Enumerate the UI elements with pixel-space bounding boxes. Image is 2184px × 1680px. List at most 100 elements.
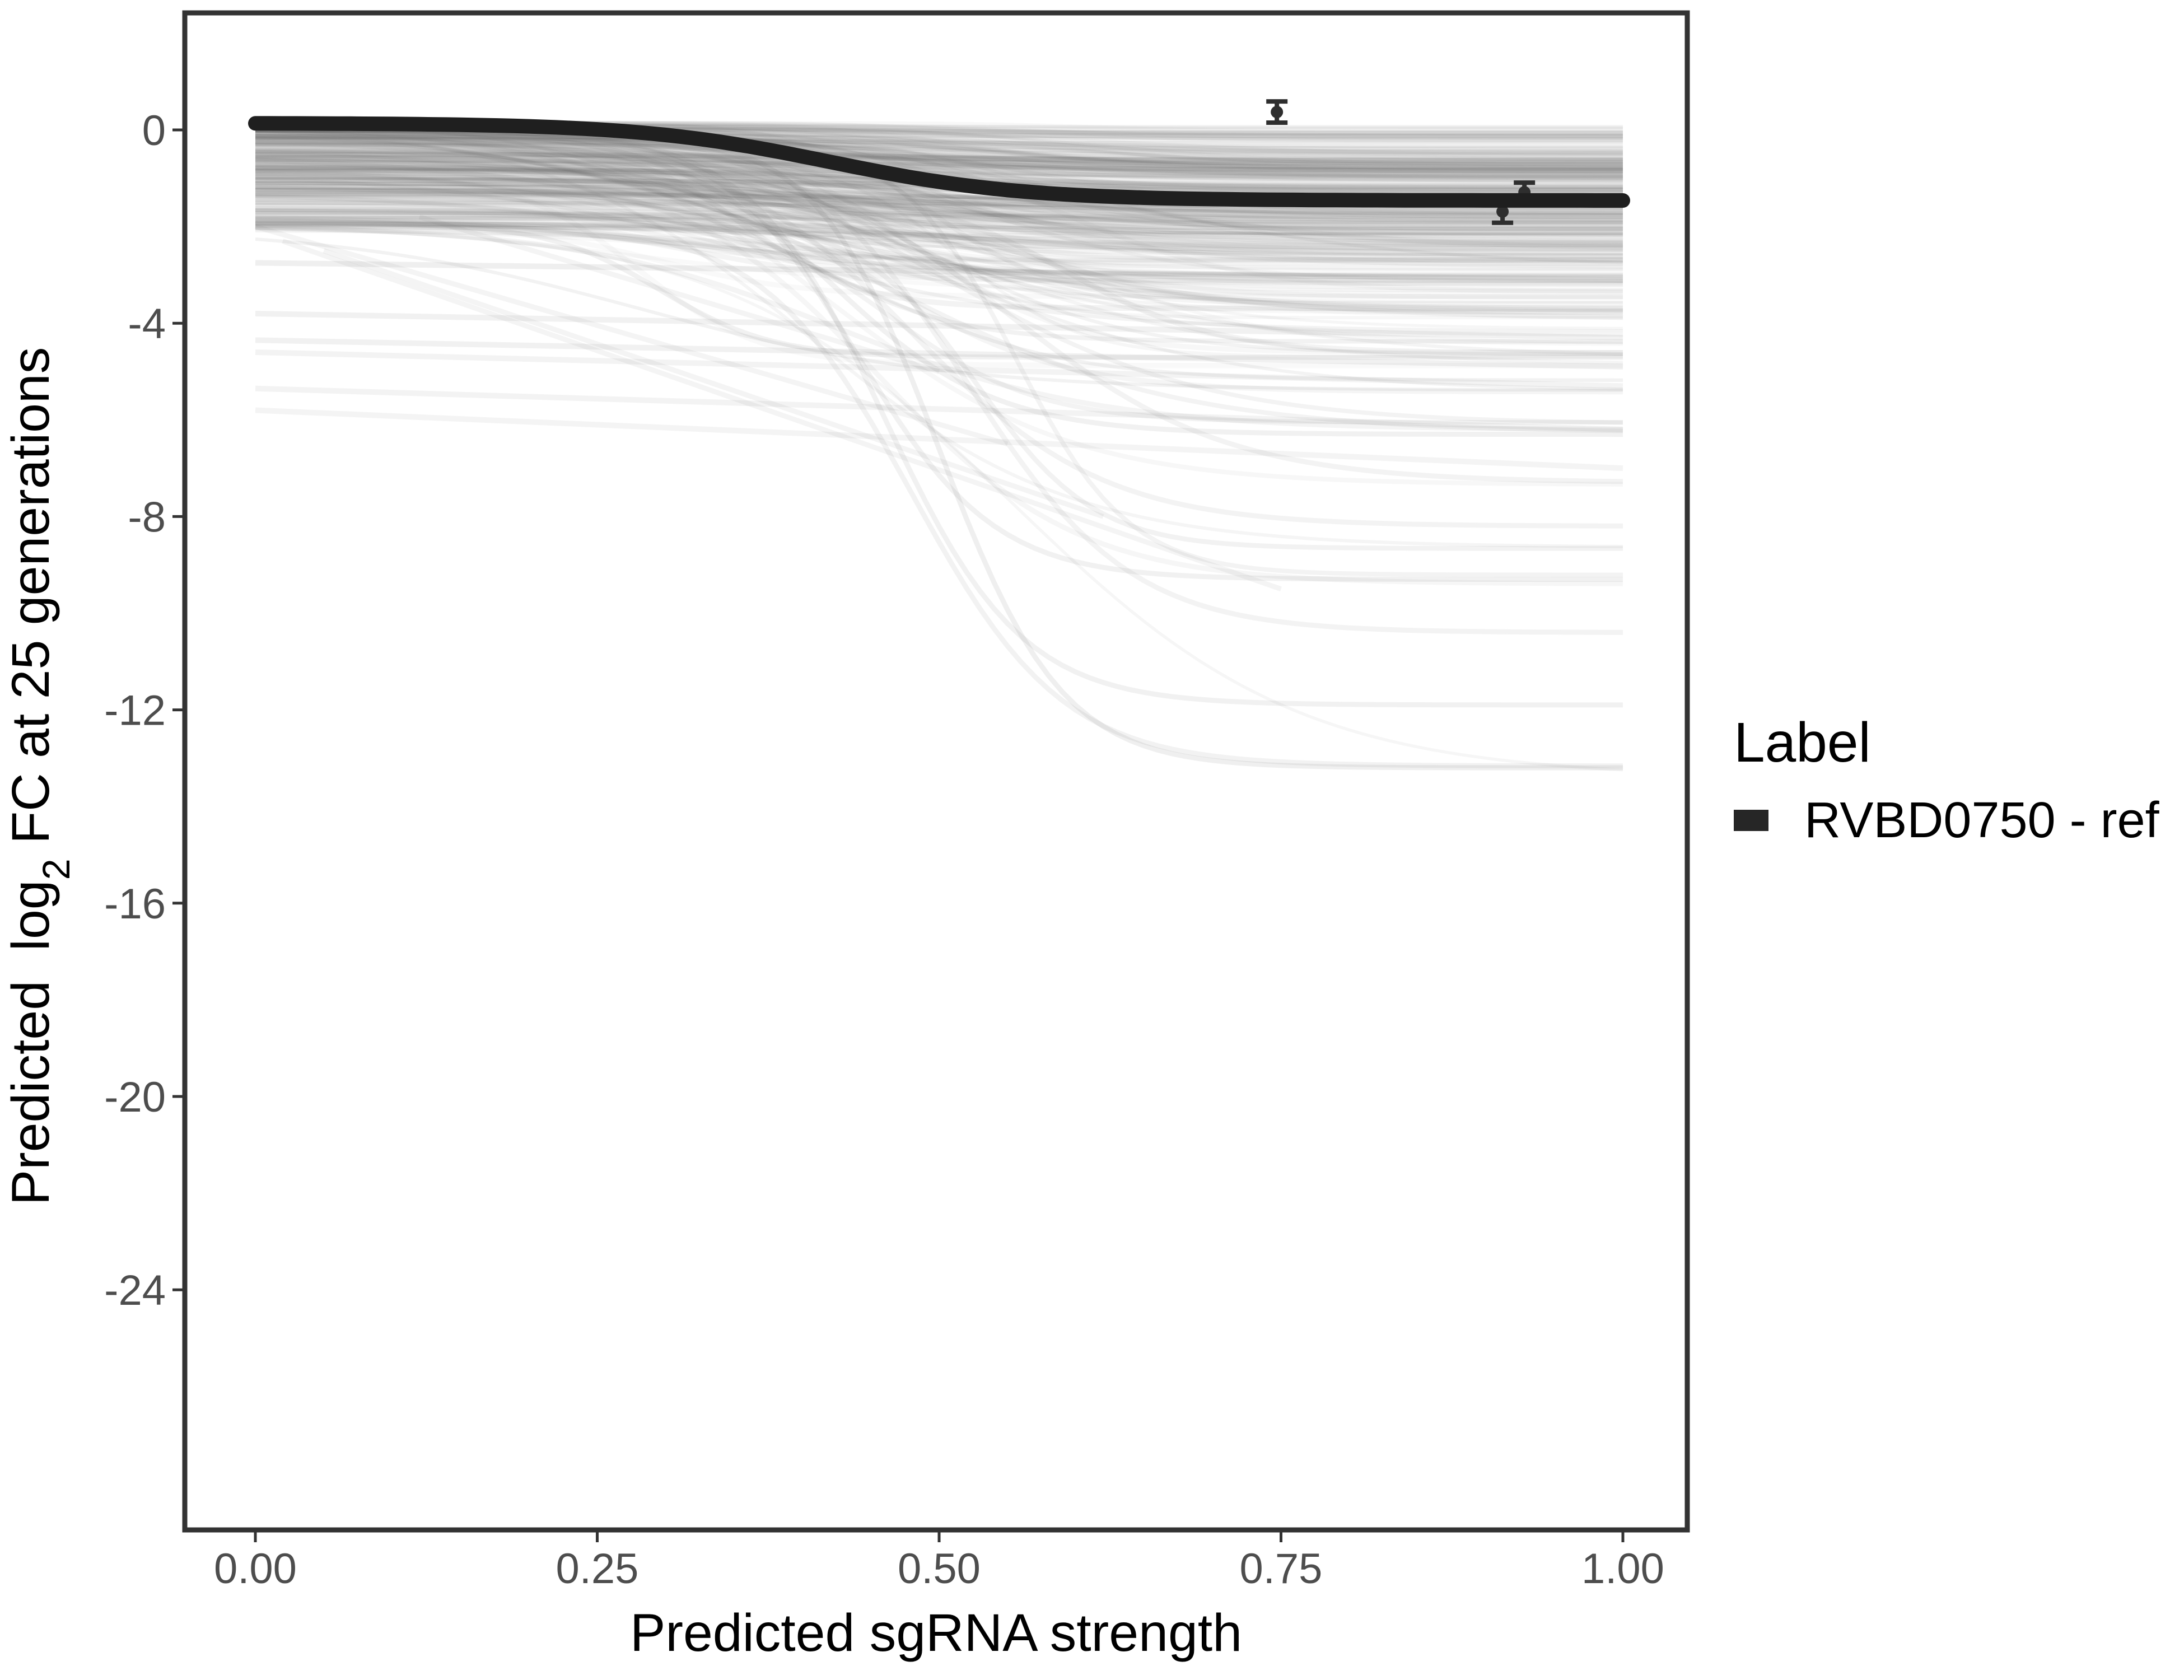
background-gene-curve [255, 171, 1623, 213]
background-gene-curve [255, 128, 1623, 264]
background-gene-curve [255, 130, 1623, 165]
background-gene-curve [255, 152, 1623, 180]
background-gene-curve [255, 139, 1623, 433]
background-gene-curve [255, 162, 1623, 244]
background-gene-curve [255, 195, 1623, 287]
y-axis-title: Predicted log2 FC at 25 generations [1, 216, 78, 1336]
background-gene-curve [255, 131, 1623, 157]
background-gene-curve [255, 215, 1623, 276]
y-axis-title-post: FC at 25 generations [1, 347, 60, 859]
background-gene-curve [255, 194, 1623, 232]
y-tick-label: 0 [142, 107, 166, 155]
background-gene-curve [255, 199, 1623, 280]
background-gene-curve [255, 138, 1623, 174]
background-gene-curve [255, 165, 1623, 179]
background-gene-line [418, 214, 940, 374]
background-gene-curve [255, 213, 1623, 259]
background-gene-curve [255, 208, 1623, 248]
background-gene-curve [255, 131, 1623, 259]
background-gene-curve [255, 133, 1623, 143]
background-gene-line [255, 310, 1623, 341]
background-gene-curve [255, 160, 1623, 172]
background-gene-curve [255, 168, 1623, 320]
background-gene-curve [255, 146, 1623, 183]
background-gene-curve [255, 136, 1623, 165]
background-gene-curve [255, 207, 1623, 228]
background-gene-curve [255, 173, 1623, 312]
x-axis-title: Predicted sgRNA strength [629, 1603, 1243, 1663]
background-gene-curve [255, 184, 1623, 215]
background-gene-curve [255, 136, 1623, 161]
background-gene-curve [255, 136, 1623, 176]
background-gene-curve [255, 155, 1623, 181]
background-gene-curve [255, 133, 1623, 286]
background-gene-curve [255, 171, 1623, 313]
background-gene-curve [255, 137, 1623, 152]
background-gene-curve [255, 203, 1623, 224]
background-gene-curve [255, 142, 1623, 156]
background-gene-curve [255, 123, 1623, 231]
background-gene-curve [255, 132, 1623, 176]
background-gene-curve [255, 188, 1623, 218]
background-gene-line [255, 260, 1623, 283]
x-tick-label: 0.25 [556, 1545, 639, 1593]
background-gene-curve [255, 188, 1623, 356]
background-gene-curve [255, 188, 1623, 219]
background-gene-curve [255, 128, 1623, 278]
background-gene-curve [255, 217, 1623, 287]
background-gene-curve [255, 158, 1623, 212]
background-gene-line [255, 349, 1623, 389]
y-axis-title-pre: Predicted log [1, 880, 60, 1206]
legend-key-line-swatch [1734, 810, 1768, 831]
background-gene-curve [255, 158, 1623, 181]
x-tick-label: 0.75 [1240, 1545, 1323, 1593]
x-tick-label: 0.00 [214, 1545, 297, 1593]
background-gene-curve [255, 150, 1623, 160]
background-gene-curve [255, 128, 1623, 155]
background-gene-curve [255, 176, 1623, 330]
background-gene-curve [255, 130, 1623, 283]
background-gene-curve [255, 221, 1623, 360]
background-gene-curve [255, 161, 1623, 178]
background-gene-curve [255, 216, 1623, 551]
background-gene-curve [255, 223, 1623, 256]
background-gene-curve [255, 188, 1623, 262]
background-gene-curve [255, 149, 1623, 356]
background-gene-curve [255, 211, 1623, 245]
background-gene-curve [255, 184, 1623, 315]
background-gene-curve [255, 148, 1623, 175]
background-gene-curve [255, 151, 1623, 171]
background-gene-curve [255, 157, 1623, 365]
background-gene-curve [255, 221, 1623, 269]
background-gene-curve [255, 159, 1623, 173]
background-gene-curve [255, 223, 1623, 263]
background-gene-curve [255, 133, 1623, 174]
background-gene-curve [255, 150, 1623, 192]
y-tick-label: -16 [104, 880, 166, 928]
y-axis-title-subscript: 2 [35, 858, 78, 880]
background-gene-curve [255, 166, 1623, 586]
background-gene-curve [255, 152, 1623, 344]
x-tick-label: 1.00 [1581, 1545, 1664, 1593]
background-gene-curve [255, 211, 1623, 237]
background-gene-curve [255, 141, 1623, 166]
background-gene-curve [255, 147, 1623, 179]
panel-border [182, 10, 1690, 1533]
ref-curve-rvbd0750 [248, 116, 1630, 208]
background-gene-curve [255, 134, 1623, 236]
background-gene-curve [255, 213, 1623, 244]
background-gene-curve [255, 218, 1623, 277]
background-gene-curve [255, 184, 1623, 224]
background-gene-curve [255, 165, 1623, 180]
background-gene-curve [255, 152, 1623, 166]
background-gene-curve [255, 220, 1623, 239]
background-gene-curve [255, 227, 1623, 772]
background-gene-curve [255, 132, 1623, 161]
background-gene-curve [255, 124, 1623, 164]
background-gene-curve [255, 217, 1623, 249]
background-gene-curve [255, 167, 1623, 212]
background-gene-curve [255, 185, 1623, 280]
background-gene-curve [255, 213, 1623, 248]
background-gene-curve [255, 195, 1623, 235]
